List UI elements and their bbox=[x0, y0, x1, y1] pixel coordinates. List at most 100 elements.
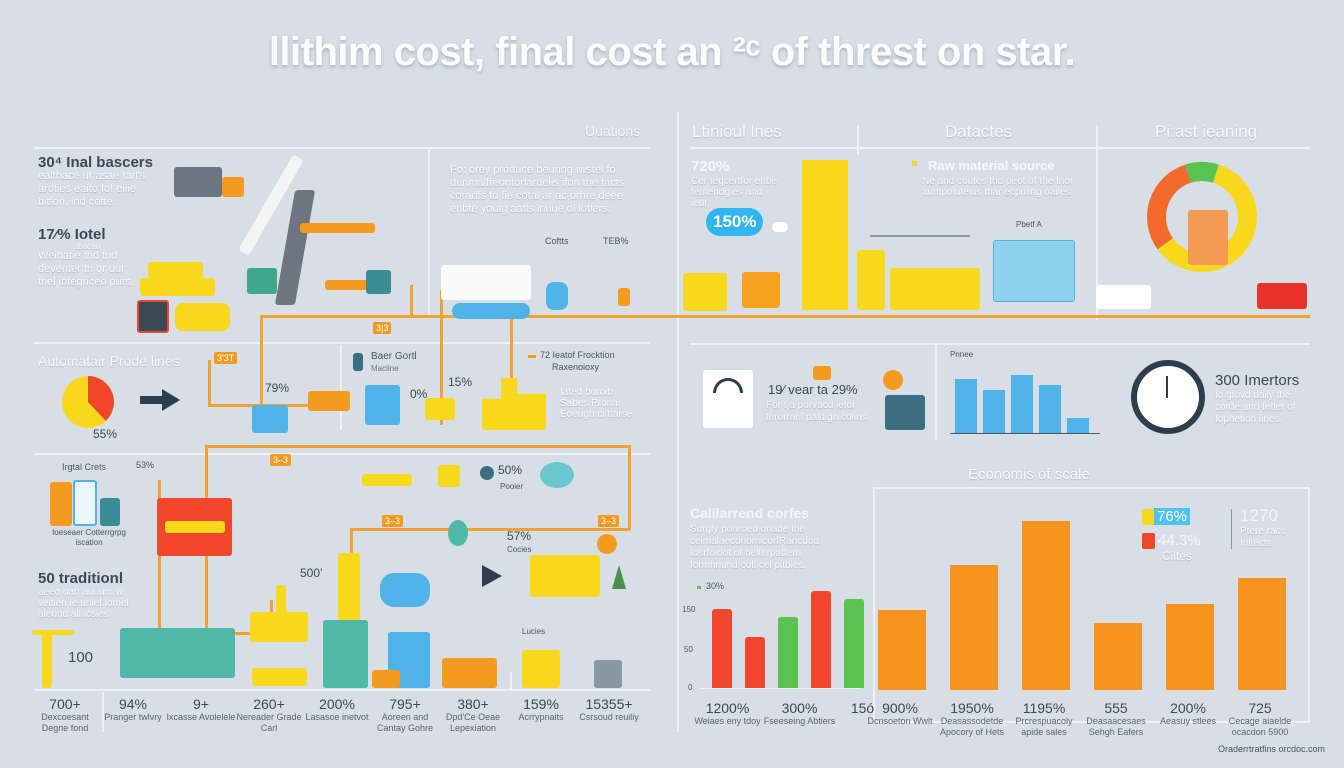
legend-cities: Ciltes bbox=[1162, 549, 1193, 563]
stat-desc: Pranger twlvry bbox=[104, 712, 162, 722]
arrow-shaft bbox=[140, 396, 164, 404]
center-desc: Fo: orey produce beunng iwstel fo durima… bbox=[450, 164, 625, 215]
economies-label: 555 Deasaacesaes Sehgh Eafers bbox=[1083, 700, 1149, 738]
bar-value-label: 1950% bbox=[950, 700, 994, 716]
stat-value: 300% bbox=[781, 700, 818, 716]
blue-bar bbox=[1011, 374, 1033, 433]
divider bbox=[34, 453, 650, 455]
crane-num: 100 bbox=[68, 649, 94, 666]
legend-swatch bbox=[528, 355, 536, 358]
crets-label: Irgtal Crets bbox=[62, 462, 107, 472]
bar-desc: Cecage aiaelde ocacdon 5900 bbox=[1228, 716, 1292, 737]
container-icon bbox=[442, 658, 497, 688]
stat-value: 380+ bbox=[457, 696, 489, 712]
document-icon bbox=[365, 385, 400, 425]
lucies-label: Lucies bbox=[522, 627, 546, 636]
divider bbox=[690, 343, 1310, 345]
divider bbox=[34, 689, 650, 691]
divider bbox=[34, 342, 650, 344]
stat-desc: Aoreen and Cantay Gohre bbox=[376, 712, 434, 733]
small-stats: 1200% Weiaes eny tdoy 300% Fseeseing Abtier… bbox=[690, 700, 874, 730]
stat-desc: Acrrypnaits bbox=[518, 712, 564, 722]
truck-icon bbox=[174, 167, 222, 197]
phone-icon bbox=[73, 480, 97, 526]
arrow-right-icon bbox=[482, 565, 502, 587]
stat-desc: Dpd'Ce Oeae Lepexiation bbox=[445, 712, 501, 733]
legend-swatch-green bbox=[697, 586, 701, 589]
blue-bar bbox=[955, 378, 977, 433]
stack-icon bbox=[890, 268, 980, 310]
pipeline-tag: 3–3 bbox=[270, 454, 292, 466]
blue-bar bbox=[1039, 385, 1061, 433]
cal-desc: Surgly ponroed onade the ceimalaeconomic… bbox=[690, 524, 819, 571]
divider bbox=[1096, 125, 1098, 320]
bullet bbox=[912, 161, 917, 166]
divider bbox=[935, 345, 937, 440]
pipeline bbox=[208, 360, 211, 405]
pipeline bbox=[628, 445, 631, 530]
stat-item: 94% Pranger twlvry bbox=[98, 696, 168, 723]
badge-icon bbox=[813, 366, 831, 380]
tank-icon bbox=[323, 620, 368, 688]
solar-panel-icon bbox=[137, 300, 169, 333]
van-icon bbox=[1096, 285, 1151, 309]
trad-title: 50 traditionl bbox=[38, 570, 124, 587]
economies-labels: 900% Dcnsoeton Wwlt 1950% Deasassodetde Apo… bbox=[867, 700, 1308, 737]
coin-icon bbox=[597, 534, 617, 554]
globe-icon bbox=[540, 462, 574, 488]
pct-label: TEB% bbox=[603, 236, 629, 246]
mid-header: Automatair Prode lines bbox=[38, 353, 180, 369]
economies-header: Economis of scale bbox=[968, 466, 1090, 483]
stat-value: 159% bbox=[523, 696, 559, 712]
clock-title: 300 Imertors bbox=[1215, 372, 1300, 389]
stat-value: 795+ bbox=[389, 696, 421, 712]
small-bar bbox=[778, 617, 798, 688]
ytick: 150 bbox=[682, 605, 696, 614]
vehicle-icon bbox=[252, 405, 288, 433]
money-bag-icon bbox=[480, 466, 494, 480]
pie-slice-red bbox=[88, 376, 114, 421]
power-tower-icon bbox=[618, 288, 630, 306]
fp-desc: For t a porvacd ietor terorraril paldign… bbox=[766, 400, 870, 423]
economies-label: 1950% Deasassodetde Apocory of Hets bbox=[939, 700, 1005, 738]
desc-720: Cer tegcertfor erlbe feutendgies and ieo… bbox=[691, 176, 778, 209]
stat-desc: Csrsoud reuiliy bbox=[579, 712, 639, 722]
bar-value-label: 1195% bbox=[1022, 700, 1066, 716]
small-bar bbox=[844, 599, 864, 688]
conveyor-icon bbox=[452, 303, 530, 319]
prod-sub: Raxenoioxy bbox=[552, 362, 600, 372]
bar-desc: Aeasuy stlees bbox=[1159, 716, 1217, 726]
pipeline bbox=[410, 285, 413, 315]
block1-desc: ealthace ur asae tarl's aroties eaito fo… bbox=[38, 170, 146, 208]
pipeline bbox=[440, 290, 443, 425]
pipeline bbox=[205, 632, 273, 635]
arm-joint-icon bbox=[325, 280, 375, 290]
economies-panel bbox=[873, 487, 1310, 723]
pie-chart bbox=[62, 376, 114, 428]
donut-chart bbox=[1147, 162, 1257, 272]
pct-720: 720% bbox=[691, 158, 730, 175]
cloud-icon bbox=[772, 222, 788, 232]
block2-sub: Ibacao bbox=[76, 242, 101, 251]
clock-desc: Io gfovd daily the corde and Ietler of I… bbox=[1215, 390, 1296, 425]
tall-stack-icon bbox=[802, 160, 848, 310]
forklift-icon bbox=[425, 398, 455, 420]
bar-desc: Dcnsoeton Wwlt bbox=[867, 716, 933, 726]
center-header: Uuations bbox=[585, 123, 641, 139]
arm-joint-icon bbox=[300, 223, 375, 233]
small-stat: 15ó bbox=[825, 700, 900, 716]
bar-value-label: 200% bbox=[1170, 700, 1206, 716]
box-icon bbox=[372, 670, 400, 688]
costs-label: Coftts bbox=[545, 236, 569, 246]
header-learning: Pi:ast ieaning bbox=[1155, 122, 1258, 141]
crane-boom bbox=[870, 235, 970, 237]
document-stack-icon bbox=[885, 395, 925, 430]
bar-value-label: 725 bbox=[1248, 700, 1272, 716]
legend-swatch-yellow bbox=[1142, 509, 1155, 525]
stat-value: 15ó bbox=[850, 700, 875, 716]
excavator-icon bbox=[250, 612, 308, 642]
pipeline-tag: 3–3 bbox=[598, 515, 620, 527]
crane-icon bbox=[42, 630, 52, 688]
divider bbox=[34, 147, 650, 149]
robot-arm-icon bbox=[274, 190, 316, 305]
